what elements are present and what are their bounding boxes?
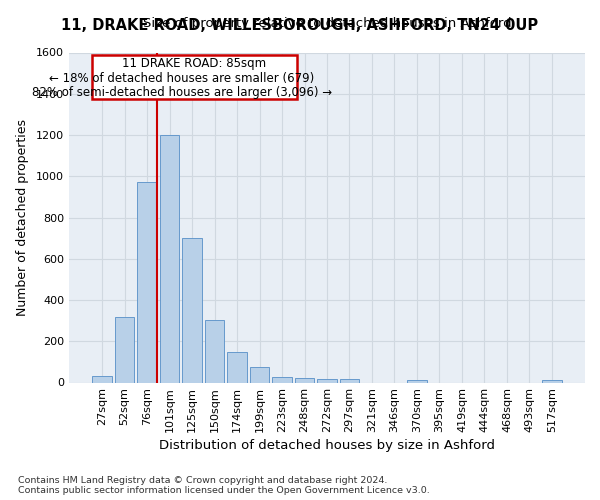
Bar	[182, 238, 202, 382]
Bar	[340, 380, 359, 382]
Bar	[250, 367, 269, 382]
Bar	[205, 320, 224, 382]
Text: 11, DRAKE ROAD, WILLESBOROUGH, ASHFORD, TN24 0UP: 11, DRAKE ROAD, WILLESBOROUGH, ASHFORD, …	[61, 18, 539, 32]
Y-axis label: Number of detached properties: Number of detached properties	[16, 119, 29, 316]
Bar	[272, 376, 292, 382]
X-axis label: Distribution of detached houses by size in Ashford: Distribution of detached houses by size …	[159, 440, 495, 452]
FancyBboxPatch shape	[92, 54, 296, 99]
Bar	[542, 380, 562, 382]
Bar	[92, 376, 112, 382]
Bar	[295, 378, 314, 382]
Bar	[227, 352, 247, 382]
Title: Size of property relative to detached houses in Ashford: Size of property relative to detached ho…	[143, 18, 511, 30]
Bar	[317, 380, 337, 382]
Text: Contains HM Land Registry data © Crown copyright and database right 2024.
Contai: Contains HM Land Registry data © Crown c…	[18, 476, 430, 495]
Bar	[115, 316, 134, 382]
Text: 11 DRAKE ROAD: 85sqm: 11 DRAKE ROAD: 85sqm	[122, 56, 266, 70]
Bar	[407, 380, 427, 382]
Bar	[137, 182, 157, 382]
Bar	[160, 135, 179, 382]
Text: ← 18% of detached houses are smaller (679): ← 18% of detached houses are smaller (67…	[49, 72, 314, 85]
Text: 82% of semi-detached houses are larger (3,096) →: 82% of semi-detached houses are larger (…	[32, 86, 332, 100]
